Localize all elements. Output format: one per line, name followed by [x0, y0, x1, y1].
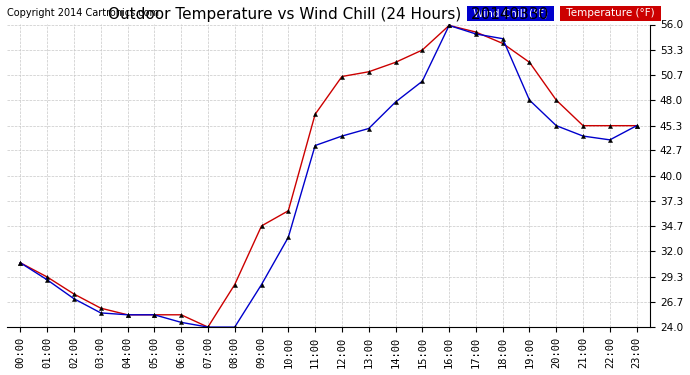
Title: Outdoor Temperature vs Wind Chill (24 Hours)  20140330: Outdoor Temperature vs Wind Chill (24 Ho…	[108, 7, 549, 22]
Text: Copyright 2014 Cartronics.com: Copyright 2014 Cartronics.com	[7, 9, 159, 18]
Text: Temperature (°F): Temperature (°F)	[563, 9, 658, 18]
Text: Wind Chill (°F): Wind Chill (°F)	[470, 9, 551, 18]
